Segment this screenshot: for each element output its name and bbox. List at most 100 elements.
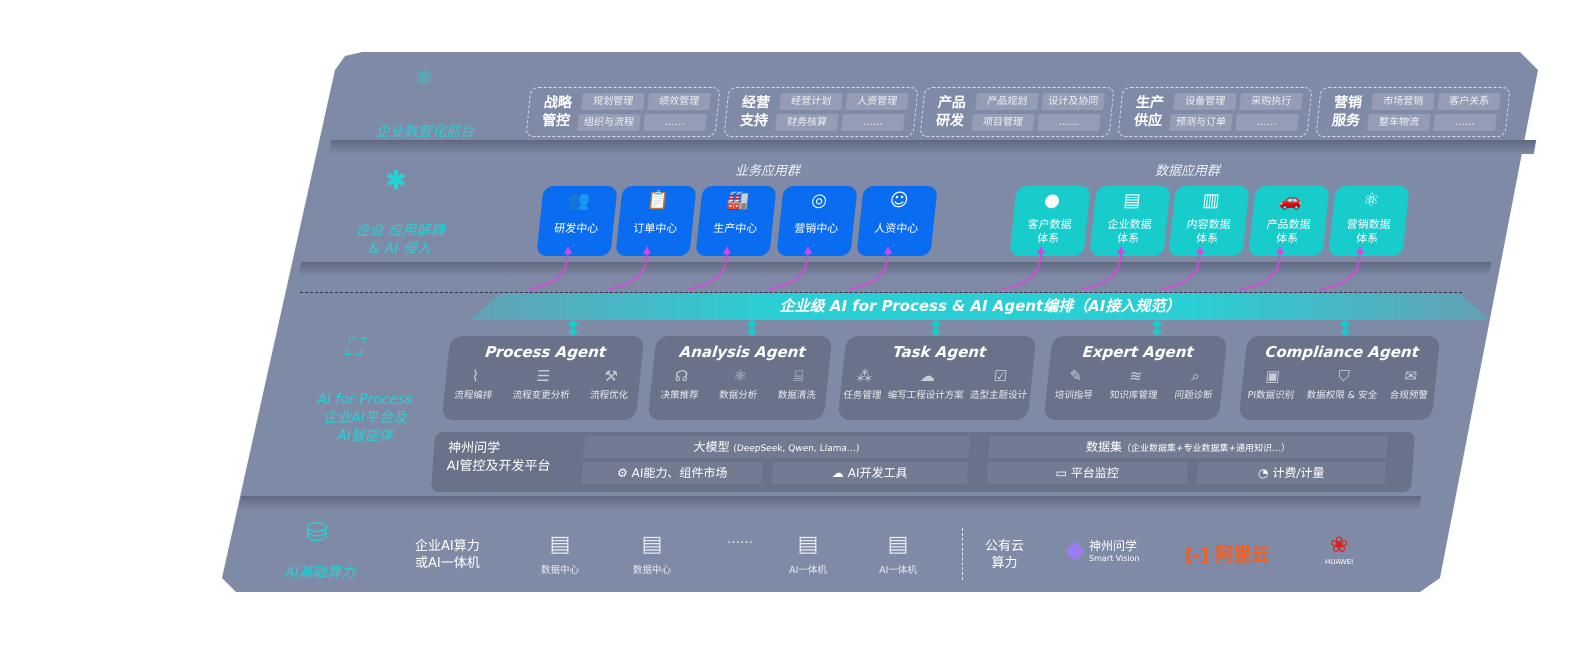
agent-capability[interactable]: ⁂ 任务管理 (843, 367, 885, 401)
capability-chip[interactable]: 绩效管理 (647, 93, 711, 110)
business-app-tile[interactable]: ☺ 人资中心 (856, 186, 938, 256)
business-app-tile[interactable]: 👥 研发中心 (536, 186, 618, 256)
layer-label: 企业数智化前台 (376, 124, 474, 140)
capability-chip[interactable]: …… (1037, 114, 1101, 131)
molecule-icon: ✱ (385, 166, 407, 196)
capability-chip[interactable]: 采购执行 (1239, 93, 1303, 110)
layer-divider (298, 262, 1492, 276)
capability-chip[interactable]: 财务核算 (775, 114, 839, 131)
platform-name: 神州问学 AI管控及开发平台 (446, 440, 552, 476)
vendor-shenzhou-logo: ◆ 神州问学 Smart Vision (1065, 535, 1140, 565)
model-note: (DeepSeek, Qwen, Llama…) (732, 444, 860, 454)
agent-capability[interactable]: ⛉ 数据权限 & 安全 (1306, 367, 1380, 401)
server-icon: ▤ (549, 532, 571, 557)
agent-capability[interactable]: ⌕ 问题诊断 (1174, 367, 1216, 401)
agent-card[interactable]: Analysis Agent ☊ 决策推荐 ⚛ 数据分析 ⌸ 数据清洗 (647, 336, 833, 420)
dataset-label: 数据集 (1085, 440, 1123, 454)
agent-card[interactable]: Expert Agent ✎ 培训指导 ≋ 知识库管理 ⌕ 问题诊断 (1043, 336, 1228, 420)
agent-capability[interactable]: ≋ 知识库管理 (1109, 367, 1160, 401)
business-app-tile[interactable]: ◎ 营销中心 (776, 186, 858, 256)
data-app-tile[interactable]: ⚛ 营销数据 体系 (1328, 186, 1410, 256)
data-apps-title: 数据应用群 (1155, 164, 1221, 179)
capability-chip[interactable]: 设计及协同 (1041, 93, 1105, 110)
label-line: AI智能体 (337, 428, 393, 444)
capability-chip[interactable]: 产品规划 (975, 93, 1039, 110)
capability-chip[interactable]: 客户关系 (1437, 93, 1501, 110)
data-app-tile[interactable]: ▥ 内容数据 体系 (1168, 186, 1250, 256)
agent-capability[interactable]: ⚒ 流程优化 (589, 367, 631, 401)
label-line: & AI 侵入 (369, 241, 431, 257)
capability-chip[interactable]: 组织与流程 (577, 114, 641, 131)
capability-icon: ☊ (673, 367, 690, 385)
agent-capability[interactable]: ⌇ 流程编排 (454, 367, 496, 401)
layer-divider (238, 496, 1422, 510)
capability-chip[interactable]: …… (841, 114, 905, 131)
capability-icon: ⌸ (793, 367, 805, 385)
capability-icon: ⚒ (603, 367, 619, 385)
agent-card[interactable]: Process Agent ⌇ 流程编排 ☰ 流程变更分析 ⚒ 流程优化 (441, 336, 645, 420)
clipboard-icon: 📋 (645, 190, 671, 211)
user-icon: ● (1043, 190, 1062, 211)
vendor-name: 阿里云 (1215, 545, 1270, 566)
vendor-aliyun-logo: [-] 阿里云 (1185, 541, 1269, 567)
server-item: ▤ 数据中心 (622, 532, 682, 576)
capability-chip[interactable]: 项目管理 (971, 114, 1035, 131)
brain-icon: ⚛ (415, 66, 435, 91)
business-app-tile[interactable]: 📋 订单中心 (615, 186, 697, 256)
tool-market[interactable]: ⚙ AI能力、组件市场 (581, 462, 763, 484)
capability-chip[interactable]: 整车物流 (1367, 114, 1431, 131)
tool-monitor[interactable]: ▭ 平台监控 (986, 462, 1188, 484)
data-app-tile[interactable]: 🚗 产品数据 体系 (1248, 186, 1330, 256)
agent-capability[interactable]: ☊ 决策推荐 (660, 367, 702, 401)
books-icon: ▥ (1201, 190, 1221, 211)
tile-label: 产品数据 (1265, 218, 1312, 231)
face-scan-icon: ⛶ (345, 333, 362, 361)
private-compute-label: 企业AI算力 或AI一体机 (415, 538, 480, 572)
capability-label: 数据权限 & 安全 (1306, 390, 1378, 401)
agent-card[interactable]: Compliance Agent ▣ PI数据识别 ⛉ 数据权限 & 安全 ✉ 合规预警 (1238, 336, 1441, 420)
tool-billing[interactable]: ◔ 计费/计量 (1196, 462, 1386, 484)
more-indicator: …… (710, 532, 770, 547)
tile-label: 体系 (1195, 232, 1219, 245)
capability-label: 造型主题设计 (969, 390, 1028, 401)
capability-label: 数据清洗 (777, 390, 817, 401)
agent-capability[interactable]: ☁ 编写工程设计方案 (887, 367, 967, 401)
business-app-tile[interactable]: 🏭 生产中心 (695, 186, 777, 256)
public-cloud-label: 公有云 算力 (985, 538, 1024, 572)
agent-capability[interactable]: ✉ 合规预警 (1389, 367, 1431, 401)
section-divider (962, 528, 963, 580)
agent-card[interactable]: Task Agent ⁂ 任务管理 ☁ 编写工程设计方案 ☑ 造型主题设计 (837, 336, 1037, 420)
layer-label: AI for Process 企业AI平台及 AI智能体 (300, 391, 430, 445)
tool-devtools[interactable]: ☁ AI开发工具 (771, 462, 968, 484)
capability-chip[interactable]: 人资管理 (845, 93, 909, 110)
group-title: 生产供应 (1133, 95, 1165, 129)
capability-label: 编写工程设计方案 (887, 390, 965, 401)
agent-capability[interactable]: ⌸ 数据清洗 (777, 367, 819, 401)
server-item: ▤ 数据中心 (530, 532, 590, 576)
dataset-note: （企业数据集+专业数据集+通用知识…） (1121, 444, 1291, 454)
vendor-name: HUAWEI (1325, 558, 1354, 566)
capability-chip[interactable]: …… (1433, 114, 1497, 131)
label-line: 企业 应用解耦 (355, 223, 445, 239)
agent-capability[interactable]: ▣ PI数据识别 (1247, 367, 1297, 401)
agent-capability[interactable]: ✎ 培训指导 (1054, 367, 1096, 401)
capability-chip[interactable]: 规划管理 (581, 93, 645, 110)
platform-line: 神州问学 (447, 441, 501, 456)
data-app-tile[interactable]: ▤ 企业数据 体系 (1089, 186, 1171, 256)
capability-label: 问题诊断 (1173, 390, 1214, 401)
capability-chip[interactable]: 经营计划 (779, 93, 843, 110)
capability-chip[interactable]: 市场营销 (1371, 93, 1435, 110)
agent-capability[interactable]: ⚛ 数据分析 (719, 367, 761, 401)
capability-chip[interactable]: …… (643, 114, 707, 131)
capability-chip[interactable]: …… (1235, 114, 1299, 131)
server-item: ▤ AI一体机 (868, 532, 928, 576)
agent-capability[interactable]: ☰ 流程变更分析 (512, 367, 573, 401)
diamond-logo-icon: ◆ (1065, 535, 1085, 565)
data-app-tile[interactable]: ● 客户数据 体系 (1009, 186, 1091, 256)
capability-label: 决策推荐 (659, 390, 700, 401)
server-label: …… (727, 532, 753, 547)
agent-capability[interactable]: ☑ 造型主题设计 (969, 367, 1030, 401)
capability-chip[interactable]: 预测与订单 (1169, 114, 1233, 131)
capability-chip[interactable]: 设备管理 (1173, 93, 1237, 110)
capability-icon: ≋ (1128, 367, 1143, 385)
